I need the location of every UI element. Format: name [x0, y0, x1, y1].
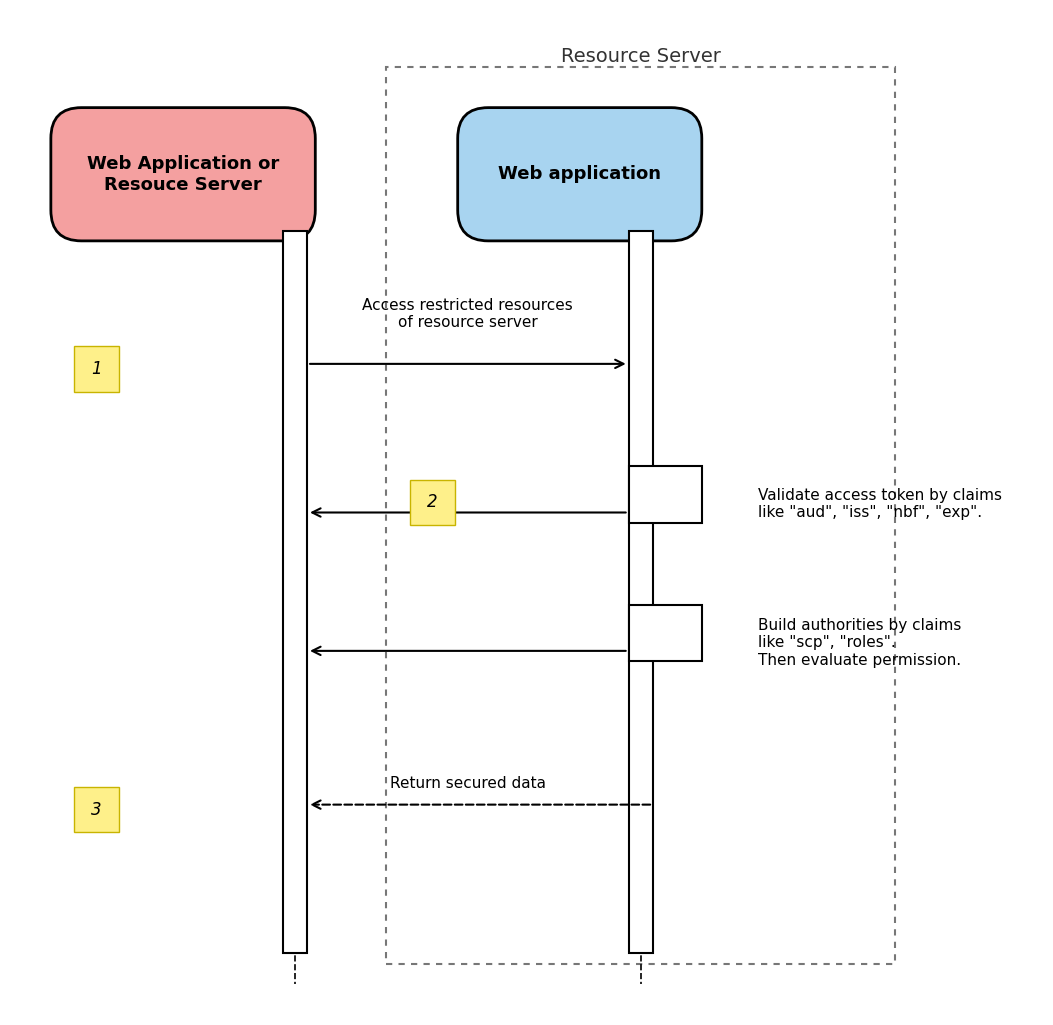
Text: 3: 3: [92, 801, 102, 819]
Text: Web Application or
Resouce Server: Web Application or Resouce Server: [87, 155, 279, 194]
Text: Return secured data: Return secured data: [390, 776, 545, 791]
FancyBboxPatch shape: [458, 108, 701, 241]
FancyBboxPatch shape: [410, 480, 455, 525]
FancyBboxPatch shape: [51, 108, 315, 241]
Text: 2: 2: [426, 493, 438, 511]
Bar: [629, 605, 701, 661]
Bar: [629, 466, 701, 523]
Text: Web application: Web application: [498, 165, 661, 183]
Text: Validate access token by claims
like "aud", "iss", "nbf", "exp".: Validate access token by claims like "au…: [758, 488, 1001, 521]
Text: Access restricted resources
of resource server: Access restricted resources of resource …: [362, 297, 573, 330]
Text: 1: 1: [92, 360, 102, 378]
FancyBboxPatch shape: [75, 346, 119, 392]
Bar: [283, 231, 307, 953]
Bar: [629, 231, 653, 953]
Text: Resource Server: Resource Server: [561, 47, 720, 66]
FancyBboxPatch shape: [75, 787, 119, 832]
Text: Build authorities by claims
like "scp", "roles".
Then evaluate permission.: Build authorities by claims like "scp", …: [758, 618, 961, 667]
